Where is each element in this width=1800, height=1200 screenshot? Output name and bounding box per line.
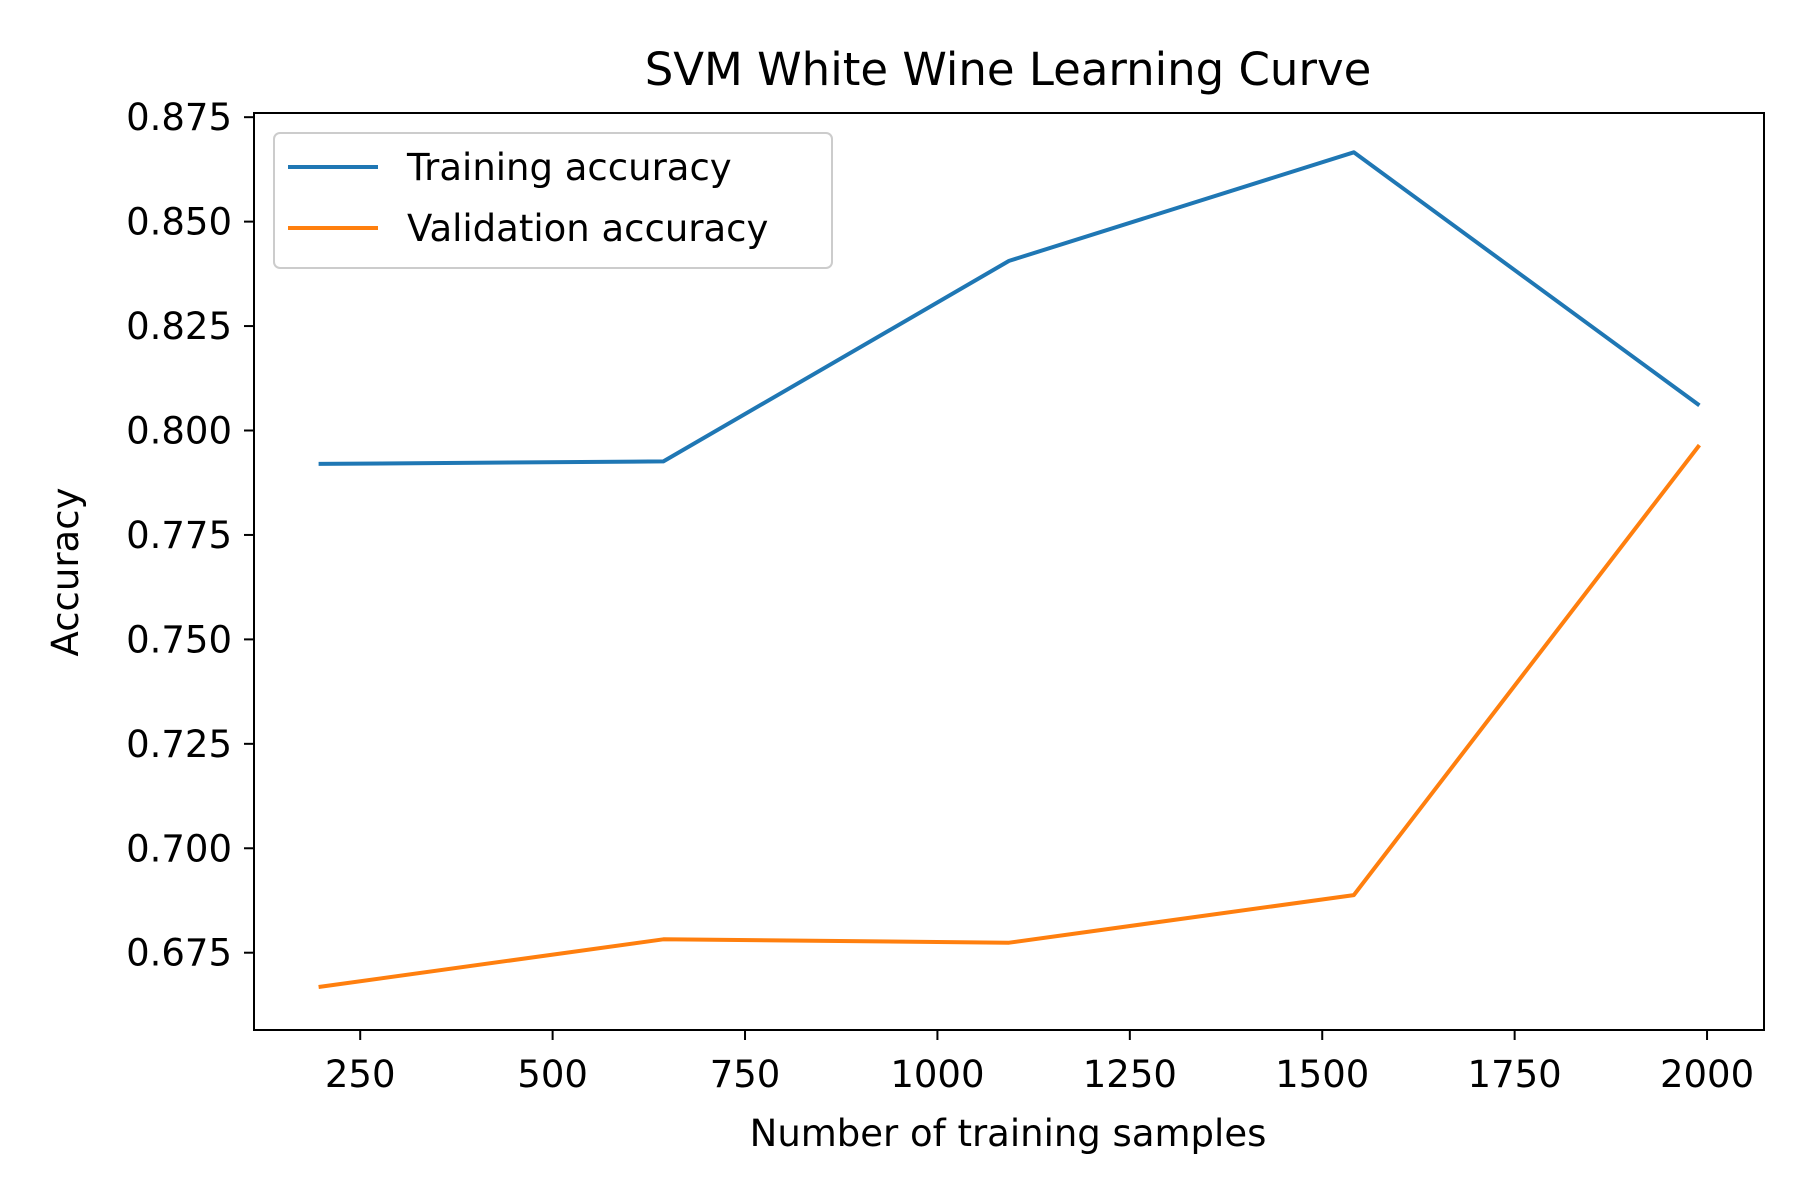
y-tick-label: 0.850 (126, 201, 232, 244)
series-layer (318, 150, 1701, 989)
validation-accuracy-line (318, 443, 1701, 989)
legend-label-training: Training accuracy (406, 146, 732, 189)
x-tick-label: 2000 (1660, 1053, 1754, 1096)
x-tick-label: 500 (517, 1053, 588, 1096)
x-tick-label: 1000 (890, 1053, 984, 1096)
x-tick-label: 750 (710, 1053, 781, 1096)
y-tick-label: 0.725 (126, 723, 232, 766)
y-tick-label: 0.825 (126, 305, 232, 348)
x-axis-label: Number of training samples (750, 1112, 1267, 1155)
legend: Training accuracy Validation accuracy (273, 132, 833, 269)
y-axis-label: Accuracy (44, 488, 87, 657)
x-tick-label: 1750 (1468, 1053, 1562, 1096)
legend-box (273, 132, 833, 269)
x-tick-label: 1250 (1083, 1053, 1177, 1096)
y-axis-ticks: 0.675 0.700 0.725 0.750 0.775 0.800 0.825 0.850… (126, 96, 254, 975)
chart-title: SVM White Wine Learning Curve (645, 43, 1372, 96)
plot-frame (253, 112, 1765, 1031)
y-tick-label: 0.700 (126, 827, 232, 870)
y-tick-label: 0.875 (126, 96, 232, 139)
y-tick-label: 0.750 (126, 618, 232, 661)
training-accuracy-line (318, 150, 1701, 466)
legend-label-validation: Validation accuracy (407, 207, 768, 250)
x-tick-label: 1500 (1275, 1053, 1369, 1096)
y-tick-label: 0.775 (126, 514, 232, 557)
y-tick-label: 0.675 (126, 932, 232, 975)
y-tick-label: 0.800 (126, 410, 232, 453)
x-axis-ticks: 250 500 750 1000 1250 1500 1750 2000 (325, 1030, 1754, 1096)
x-tick-label: 250 (325, 1053, 396, 1096)
